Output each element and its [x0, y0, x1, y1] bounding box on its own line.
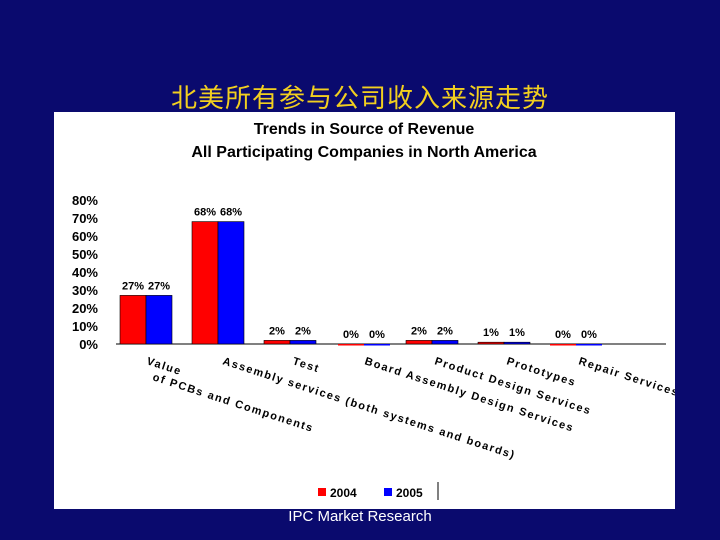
- bar-2004-5: [477, 341, 505, 345]
- data-label: 1%: [509, 327, 525, 339]
- y-tick-label: 60%: [72, 229, 98, 244]
- footer-source: IPC Market Research: [288, 508, 432, 525]
- bar-2004-4: [405, 340, 433, 345]
- data-label: 2%: [411, 325, 427, 337]
- y-tick-label: 70%: [72, 211, 98, 226]
- revenue-bar-chart: Trends in Source of Revenue All Participa…: [72, 121, 675, 500]
- data-label: 27%: [122, 280, 144, 292]
- legend-label-2005: 2005: [396, 486, 423, 500]
- y-tick-label: 30%: [72, 283, 98, 298]
- bar-2005-1: [217, 221, 245, 345]
- data-label: 2%: [295, 325, 311, 337]
- bar-2004-3: [338, 344, 364, 346]
- legend-swatch-2005: [384, 488, 392, 496]
- data-label: 68%: [220, 207, 242, 219]
- data-label: 0%: [555, 329, 571, 341]
- bar-2005-2: [289, 340, 317, 345]
- y-tick-label: 80%: [72, 193, 98, 208]
- chart-title: Trends in Source of Revenue: [254, 121, 475, 138]
- chart-panel: Trends in Source of Revenue All Participa…: [54, 112, 675, 509]
- data-label: 27%: [148, 280, 170, 292]
- y-tick-label: 10%: [72, 319, 98, 334]
- bar-2004-1: [191, 221, 219, 345]
- bar-2005-6: [576, 344, 602, 346]
- data-label: 68%: [194, 207, 216, 219]
- bar-2004-2: [263, 340, 291, 345]
- data-label: 2%: [269, 325, 285, 337]
- legend-label-2004: 2004: [330, 486, 357, 500]
- chart-subtitle: All Participating Companies in North Ame…: [191, 144, 536, 161]
- legend-swatch-2004: [318, 488, 326, 496]
- data-label: 0%: [343, 329, 359, 341]
- data-label: 0%: [369, 329, 385, 341]
- data-label: 0%: [581, 329, 597, 341]
- y-tick-label: 40%: [72, 265, 98, 280]
- bar-2004-6: [550, 344, 576, 346]
- bar-2005-0: [145, 295, 173, 345]
- x-category-label: Test: [291, 355, 321, 375]
- bar-2005-5: [503, 341, 531, 345]
- bar-2005-3: [364, 344, 390, 346]
- data-label: 2%: [437, 325, 453, 337]
- slide-title: 北美所有参与公司收入来源走势: [170, 84, 549, 114]
- y-tick-label: 0%: [79, 337, 98, 352]
- bar-2004-0: [119, 295, 147, 345]
- x-category-label: Repair Services: [577, 355, 675, 399]
- y-tick-label: 50%: [72, 247, 98, 262]
- bar-2005-4: [431, 340, 459, 345]
- y-tick-label: 20%: [72, 301, 98, 316]
- data-label: 1%: [483, 327, 499, 339]
